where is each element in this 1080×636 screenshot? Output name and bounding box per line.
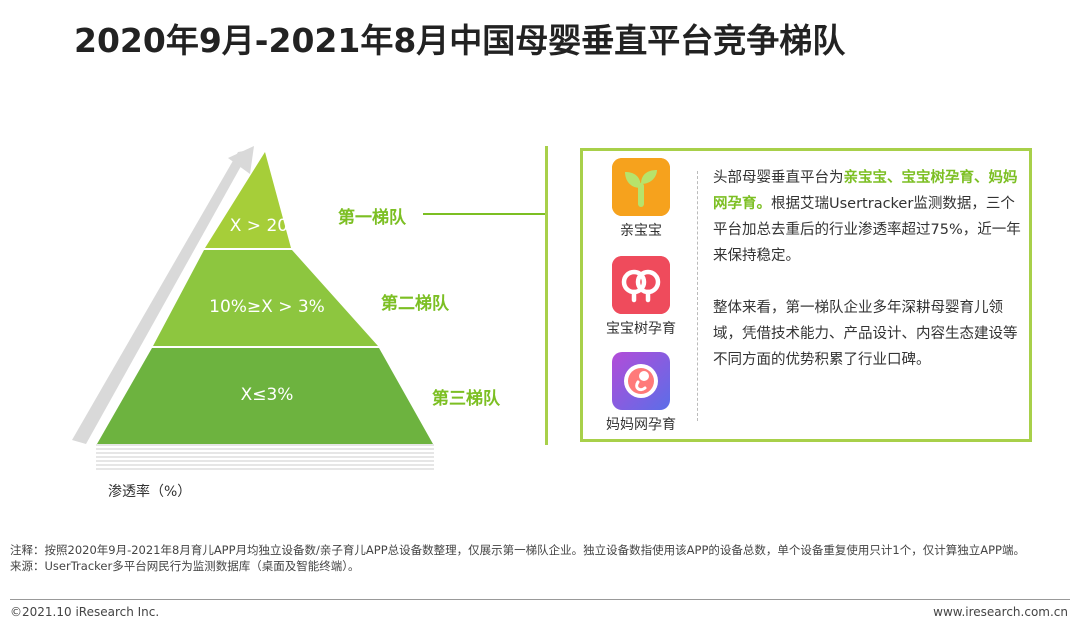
desc-p1-highlight: 亲宝宝、宝宝树孕育、妈妈网孕育。 [713,170,1018,212]
axis-label: 渗透率（%） [108,484,192,500]
footer-copyright: ©2021.10 iResearch Inc. [10,605,160,619]
connector-line [423,213,545,215]
description: 头部母婴垂直平台为亲宝宝、宝宝树孕育、妈妈网孕育。根据艾瑞Usertracker… [713,165,1023,399]
pyramid-side-shadow [72,150,250,444]
pyramid-chart [72,146,434,470]
app-mamawang: 妈妈网孕育 [605,352,677,434]
description-paragraph-2: 整体来看，第一梯队企业多年深耕母婴育儿领域，凭借技术能力、产品设计、内容生态建设… [713,300,1018,368]
source-text: 来源：UserTracker多平台网民行为监测数据库（桌面及智能终端）。 [10,559,360,573]
app-qinbaobao: 亲宝宝 [605,158,677,240]
page-title: 2020年9月-2021年8月中国母婴垂直平台竞争梯队 [74,21,846,60]
description-paragraph-1: 头部母婴垂直平台为亲宝宝、宝宝树孕育、妈妈网孕育。根据艾瑞Usertracker… [713,165,1023,269]
app-name-qinbaobao: 亲宝宝 [620,223,662,239]
team-label-first: 第一梯队 [338,208,406,228]
bracket-line [545,146,548,445]
tier-label-bottom: X≤3% [240,385,294,405]
note-text: 注释：按照2020年9月-2021年8月育儿APP月均独立设备数/亲子育儿APP… [10,543,1025,557]
arrow-head [228,146,254,174]
babytree-icon [612,256,670,314]
footer-website: www.iresearch.com.cn [933,605,1068,619]
app-babytree: 宝宝树孕育 [605,256,677,338]
desc-p1-suffix: 根据艾瑞Usertracker监测数据，三个平台加总去重后的行业渗透率超过75%… [713,196,1021,264]
team-label-third: 第三梯队 [432,389,500,409]
pyramid-tier-bottom [97,348,433,444]
app-name-mamawang: 妈妈网孕育 [606,417,676,433]
mamawang-fetus-icon [612,352,670,410]
pyramid-tier-top [205,152,291,248]
tier-label-middle: 10%≥X > 3% [209,297,325,317]
pyramid-base-stripes [96,444,434,470]
tier-label-top: X > 20% [229,216,305,236]
pyramid-tier-middle [153,250,378,346]
qinbaobao-sprout-icon [612,158,670,216]
desc-p1-prefix: 头部母婴垂直平台为 [713,170,844,186]
info-box: 亲宝宝 宝宝树孕育 [580,148,1032,442]
app-name-babytree: 宝宝树孕育 [606,321,676,337]
team-label-second: 第二梯队 [381,294,449,314]
notes: 注释：按照2020年9月-2021年8月育儿APP月均独立设备数/亲子育儿APP… [10,542,1072,574]
dashed-divider [697,171,698,421]
footer-divider [10,599,1070,600]
